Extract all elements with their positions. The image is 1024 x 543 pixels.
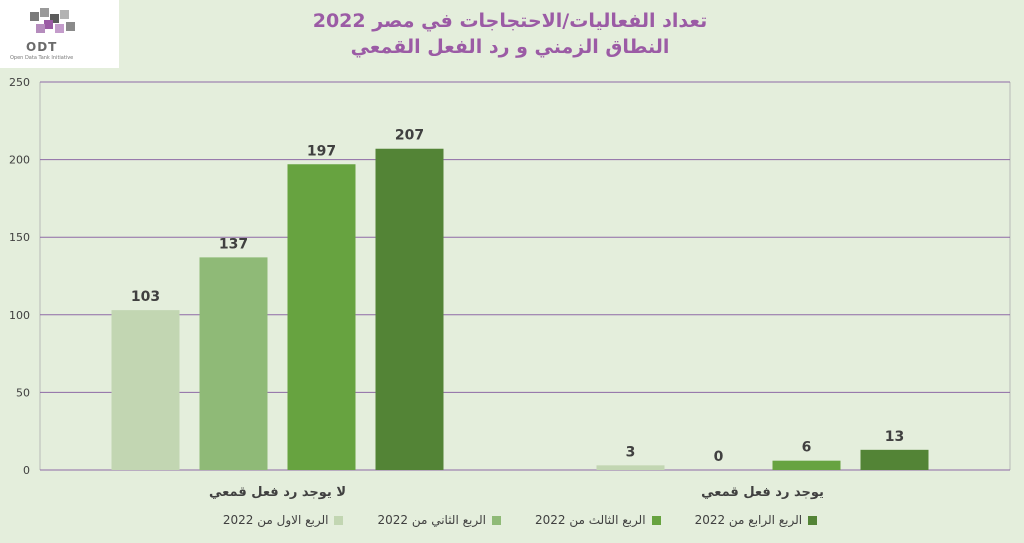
legend-swatch [334,515,344,525]
y-tick-label: 50 [16,386,30,399]
y-tick-label: 100 [9,309,30,322]
data-label: 207 [395,128,424,144]
legend-item: الربع الرابع من 2022 [695,513,818,527]
logo-subtext: Open Data Tank Initiative [10,55,74,61]
x-category-label: يوجد رد فعل قمعي [701,485,824,500]
chart-title-line1: تعداد الفعاليات/الاحتجاجات في مصر 2022 [312,10,708,32]
data-label: 6 [802,440,812,456]
x-category-label: لا يوجد رد فعل قمعي [209,485,346,500]
logo-text: ODT [26,40,58,54]
legend-item: الربع الثاني من 2022 [377,513,501,527]
chart-title: تعداد الفعاليات/الاحتجاجات في مصر 2022 ا… [180,8,840,60]
chart-title-line2: النطاق الزمني و رد الفعل القمعي [350,36,670,58]
legend-item: الربع الاول من 2022 [223,513,344,527]
legend-swatch [651,515,661,525]
data-label: 197 [307,143,336,159]
bar [111,310,180,470]
bar [596,465,665,470]
legend-label: الربع الثاني من 2022 [377,513,486,527]
data-label: 103 [131,289,160,305]
legend-swatch [808,515,818,525]
bar [772,460,841,470]
y-tick-label: 250 [9,76,30,89]
bar [860,449,929,470]
legend-label: الربع الرابع من 2022 [694,513,803,527]
data-label: 137 [219,236,248,252]
y-tick-label: 150 [9,231,30,244]
chart-legend: الربع الاول من 2022 الربع الثاني من 2022 ا… [200,513,840,527]
y-tick-label: 0 [23,464,30,477]
bar [287,164,356,471]
odt-logo: ODT Open Data Tank Initiative [0,0,119,68]
legend-label: الربع الثالث من 2022 [534,513,646,527]
y-tick-label: 200 [9,154,30,167]
bar [199,257,268,470]
legend-label: الربع الاول من 2022 [222,513,329,527]
legend-item: الربع الثالث من 2022 [535,513,661,527]
bar [375,148,444,470]
data-label: 0 [714,449,724,465]
data-label: 3 [626,444,636,460]
legend-swatch [491,515,501,525]
data-label: 13 [885,429,904,445]
logo-cubes-icon [30,8,75,33]
